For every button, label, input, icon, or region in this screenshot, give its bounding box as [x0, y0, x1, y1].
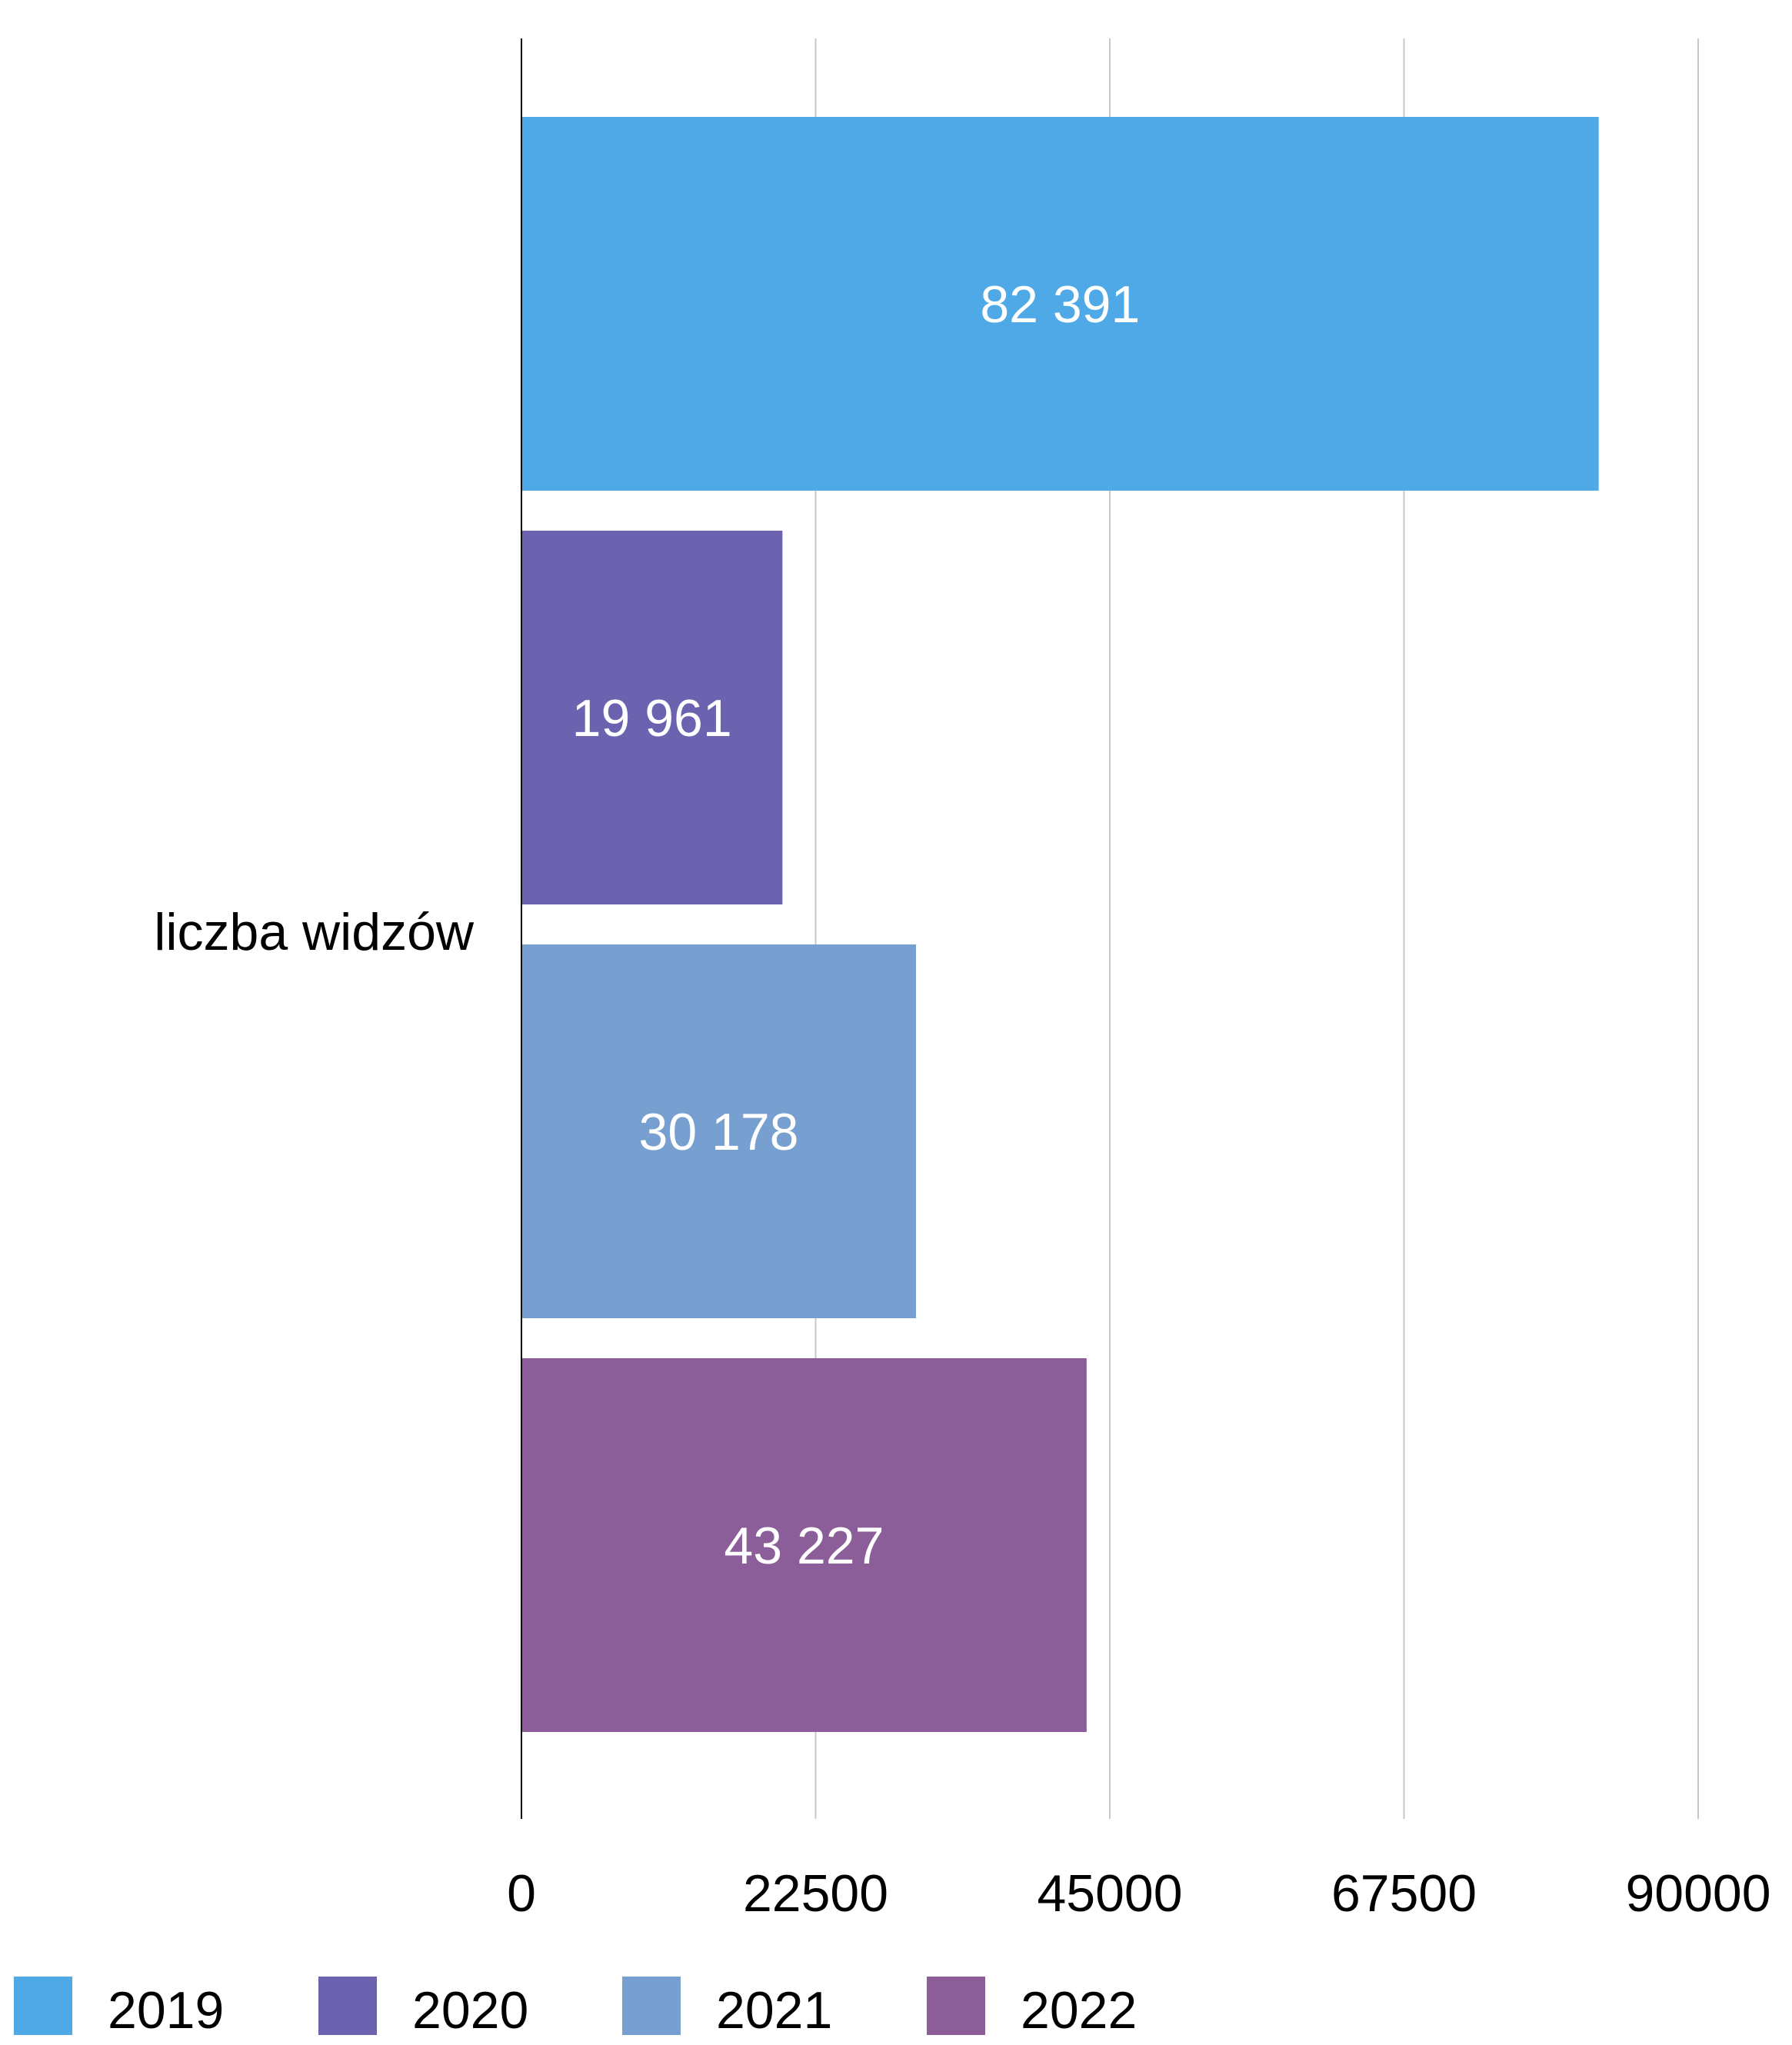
bar-value-label: 82 391 [980, 275, 1140, 334]
bar-value-label: 19 961 [572, 689, 732, 748]
legend-label: 2020 [412, 1981, 528, 2040]
legend-swatch-2020 [318, 1977, 377, 2035]
legend-label: 2021 [716, 1981, 832, 2040]
legend-label: 2022 [1021, 1981, 1137, 2040]
x-tick-label: 22500 [743, 1864, 888, 1923]
bar-2021 [521, 944, 917, 1318]
legend: 2019 2020 2021 2022 [14, 1977, 1137, 2040]
x-axis-ticks: 0 22500 45000 67500 90000 [507, 1864, 1770, 1923]
bar-2022 [521, 1358, 1087, 1732]
bar-2019 [521, 117, 1599, 491]
bar-value-label: 30 178 [639, 1103, 799, 1161]
x-tick-label: 45000 [1037, 1864, 1182, 1923]
x-tick-label: 0 [507, 1864, 536, 1923]
legend-label: 2019 [108, 1981, 224, 2040]
bar-2020 [521, 531, 783, 904]
bars: 82 391 19 961 30 178 43 227 [521, 117, 1599, 1732]
legend-swatch-2019 [14, 1977, 72, 2035]
legend-swatch-2022 [927, 1977, 985, 2035]
category-label: liczba widzów [154, 903, 475, 961]
x-tick-label: 67500 [1331, 1864, 1477, 1923]
bar-value-label: 43 227 [724, 1517, 884, 1575]
x-tick-label: 90000 [1625, 1864, 1770, 1923]
legend-swatch-2021 [622, 1977, 681, 2035]
